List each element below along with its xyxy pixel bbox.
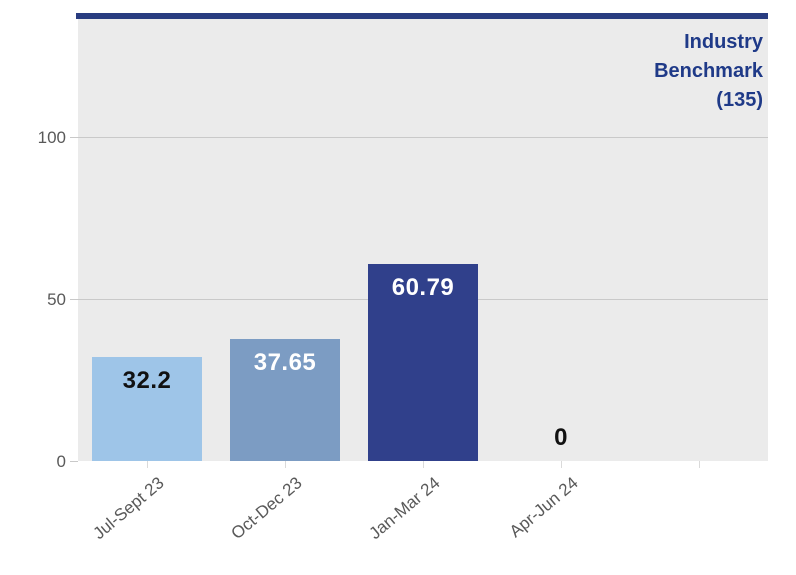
x-axis-tick bbox=[561, 461, 562, 468]
x-axis-label-Jan-Mar 24: Jan-Mar 24 bbox=[365, 473, 444, 544]
x-axis-label-Jul-Sept 23: Jul-Sept 23 bbox=[89, 473, 168, 544]
y-axis-label-50: 50 bbox=[47, 289, 66, 309]
x-axis-tick bbox=[147, 461, 148, 468]
x-axis-tick bbox=[285, 461, 286, 468]
benchmark-label-line-1: Industry bbox=[684, 31, 763, 53]
benchmark-label-line-3: (135) bbox=[716, 89, 763, 111]
x-axis-label-Apr-Jun 24: Apr-Jun 24 bbox=[505, 473, 582, 542]
benchmark-label-line-2: Benchmark bbox=[654, 60, 763, 82]
bar-Oct-Dec 23 bbox=[230, 339, 340, 461]
gridline-100 bbox=[78, 136, 768, 138]
x-axis-tick bbox=[699, 461, 700, 468]
industry-benchmark-label: Industry Benchmark (135) bbox=[654, 28, 763, 115]
bar-value-label: 32.2 bbox=[122, 367, 172, 394]
plot-area: 32.2 37.65 60.79 0 bbox=[78, 19, 768, 461]
industry-benchmark-line bbox=[76, 13, 768, 19]
y-axis-label-100: 100 bbox=[37, 127, 66, 147]
bar-Jan-Mar 24 bbox=[368, 264, 478, 461]
x-axis-tick bbox=[423, 461, 424, 468]
bar-Jul-Sept 23 bbox=[92, 357, 202, 461]
y-axis-tick bbox=[70, 136, 78, 138]
bar-value-label: 60.79 bbox=[391, 274, 455, 301]
y-axis-label-0: 0 bbox=[56, 452, 66, 471]
bar-value-label: 0 bbox=[554, 424, 568, 451]
y-axis-tick bbox=[70, 298, 78, 300]
bar-value-label: 37.65 bbox=[253, 349, 317, 376]
x-axis-label-Oct-Dec 23: Oct-Dec 23 bbox=[227, 473, 306, 544]
y-axis-tick bbox=[70, 461, 78, 462]
